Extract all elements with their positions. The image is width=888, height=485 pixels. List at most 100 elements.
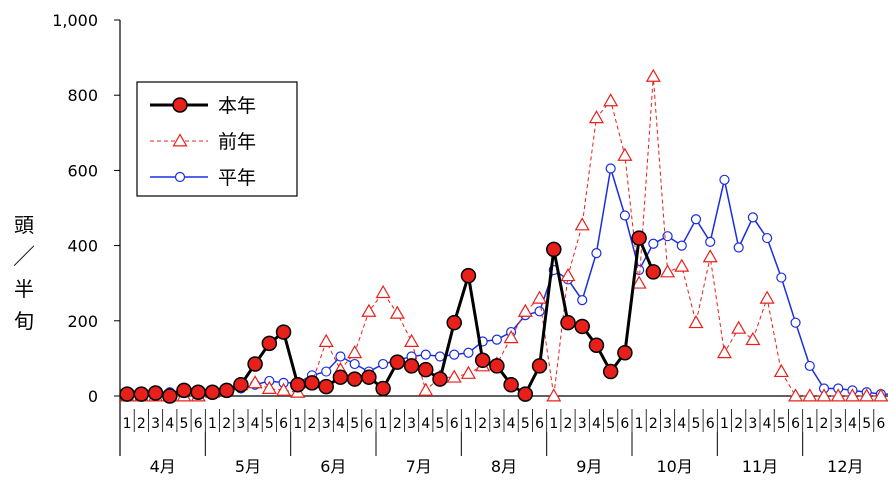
period-label: 4 [165, 416, 174, 432]
series-0 [119, 230, 662, 404]
data-point [304, 375, 320, 391]
period-label: 2 [820, 416, 829, 432]
data-point [190, 384, 206, 400]
y-axis-title-char: 半 [14, 277, 34, 301]
period-label: 2 [564, 416, 573, 432]
data-point [802, 388, 818, 402]
data-point [460, 267, 477, 284]
data-point [133, 386, 150, 402]
data-point [617, 147, 633, 161]
data-point [560, 314, 576, 331]
period-label: 1 [635, 416, 644, 432]
data-point [318, 378, 334, 395]
period-label: 4 [336, 416, 345, 432]
data-point [816, 388, 832, 402]
data-point [605, 163, 616, 174]
y-axis-title-char: 頭 [14, 213, 34, 237]
data-point [491, 334, 502, 345]
data-point [588, 337, 605, 353]
data-point [560, 267, 576, 282]
data-point [389, 354, 406, 370]
data-point [690, 214, 702, 225]
data-point [418, 361, 434, 378]
data-point [119, 386, 135, 402]
y-axis-title-char: ／ [13, 245, 35, 270]
y-tick-label: 200 [67, 312, 98, 331]
period-label: 6 [535, 416, 544, 432]
period-label: 2 [137, 416, 146, 432]
data-point [574, 217, 590, 231]
period-label: 1 [464, 416, 473, 432]
data-point [731, 320, 747, 334]
period-label: 2 [308, 416, 317, 432]
period-label: 5 [777, 416, 786, 432]
data-point [588, 110, 604, 124]
period-label: 4 [848, 416, 857, 432]
data-point [859, 388, 875, 402]
period-label: 3 [748, 416, 757, 432]
month-label: 11月 [742, 457, 778, 476]
period-label: 5 [862, 416, 871, 432]
period-label: 6 [364, 416, 373, 432]
data-point [517, 303, 533, 317]
period-label: 4 [421, 416, 430, 432]
data-point [218, 382, 235, 399]
period-label: 1 [208, 416, 217, 432]
period-label: 6 [194, 416, 203, 432]
series-2 [122, 163, 888, 400]
period-label: 5 [180, 416, 189, 432]
series-line [127, 168, 888, 395]
period-label: 3 [322, 416, 331, 432]
period-label: 3 [407, 416, 416, 432]
data-point [503, 376, 519, 393]
data-point [762, 232, 773, 244]
month-label: 5月 [235, 457, 261, 476]
data-point [688, 314, 704, 329]
period-label: 4 [251, 416, 260, 432]
data-point [276, 382, 292, 396]
axes [119, 20, 888, 456]
data-point [474, 352, 491, 369]
data-point [420, 349, 431, 360]
data-point [375, 380, 391, 397]
data-point [844, 388, 860, 402]
data-point [619, 210, 630, 221]
data-point [534, 306, 545, 317]
data-point [275, 324, 292, 340]
data-point [290, 376, 306, 393]
data-point [719, 174, 730, 185]
data-point [261, 335, 278, 352]
data-point [446, 314, 462, 331]
data-point [172, 133, 188, 147]
data-point [745, 331, 761, 346]
period-label: 1 [379, 416, 388, 432]
data-point [662, 231, 673, 242]
data-point [591, 248, 602, 259]
data-point [702, 249, 718, 263]
data-point [631, 275, 647, 289]
data-point [531, 358, 548, 374]
legend-box [136, 81, 298, 197]
data-point [574, 318, 590, 335]
data-point [759, 290, 775, 304]
data-point [773, 363, 789, 378]
data-point [788, 388, 804, 402]
y-axis-ticks: 0 200 400 600 800 1,000 [52, 11, 120, 406]
month-label: 10月 [656, 457, 692, 476]
month-label: 4月 [150, 457, 176, 476]
data-point [375, 284, 391, 299]
period-label: 5 [606, 416, 615, 432]
period-label: 5 [265, 416, 274, 432]
series-group [119, 68, 888, 404]
period-label: 2 [649, 416, 658, 432]
data-point [617, 345, 633, 361]
data-point [389, 305, 405, 319]
data-point [631, 230, 647, 246]
period-label: 6 [450, 416, 459, 432]
period-label: 6 [706, 416, 715, 432]
data-point [716, 345, 732, 359]
data-point [517, 386, 534, 402]
period-label: 2 [478, 416, 487, 432]
